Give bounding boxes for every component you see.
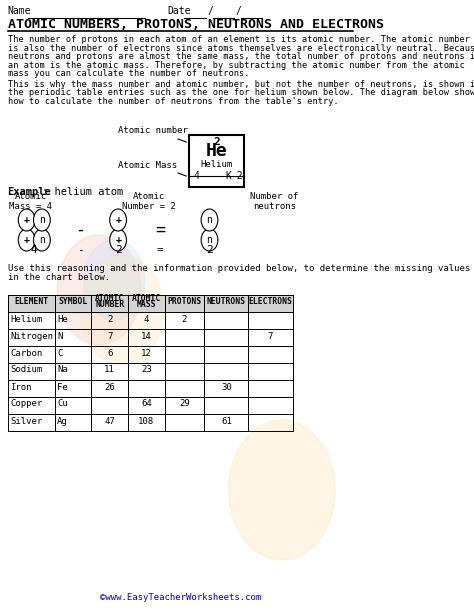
Text: 23: 23	[141, 365, 152, 375]
FancyBboxPatch shape	[8, 295, 292, 312]
Text: 6: 6	[107, 349, 112, 357]
Text: 7: 7	[107, 332, 112, 340]
Text: ELEMENT: ELEMENT	[14, 297, 48, 306]
Text: K-2: K-2	[226, 171, 244, 181]
Text: +: +	[24, 215, 29, 225]
Text: N: N	[57, 332, 63, 340]
Text: 29: 29	[179, 400, 190, 408]
Text: /: /	[236, 6, 241, 16]
Text: n: n	[207, 235, 212, 245]
Text: Silver: Silver	[10, 416, 42, 425]
Text: +: +	[24, 235, 29, 245]
Text: 11: 11	[104, 365, 115, 375]
Text: This is why the mass number and atomic number, but not the number of neutrons, i: This is why the mass number and atomic n…	[8, 80, 474, 88]
Text: how to calculate the number of neutrons from the table's entry.: how to calculate the number of neutrons …	[8, 96, 338, 105]
Text: : helium atom: : helium atom	[42, 187, 123, 197]
Text: Example: Example	[8, 187, 51, 197]
Text: 12: 12	[141, 349, 152, 357]
Text: Atomic
Number = 2: Atomic Number = 2	[122, 192, 175, 211]
Text: =: =	[156, 245, 164, 255]
Text: the periodic table entries such as the one for helium shown below. The diagram b: the periodic table entries such as the o…	[8, 88, 474, 97]
Text: 14: 14	[141, 332, 152, 340]
Text: ATOMIC NUMBERS, PROTONS, NEUTRONS AND ELECTRONS: ATOMIC NUMBERS, PROTONS, NEUTRONS AND EL…	[8, 18, 383, 31]
Circle shape	[201, 209, 218, 231]
Text: Ag: Ag	[57, 416, 68, 425]
Circle shape	[109, 209, 127, 231]
Text: 2: 2	[206, 245, 213, 255]
Circle shape	[18, 209, 35, 231]
Circle shape	[84, 240, 145, 320]
Text: 4: 4	[144, 314, 149, 324]
Text: NUMBER: NUMBER	[95, 300, 124, 309]
Text: Helium: Helium	[200, 160, 232, 169]
Text: Number of
neutrons: Number of neutrons	[250, 192, 299, 211]
Text: The number of protons in each atom of an element is its atomic number. The atomi: The number of protons in each atom of an…	[8, 35, 470, 44]
Text: -: -	[75, 221, 85, 239]
Text: Atomic Mass: Atomic Mass	[118, 161, 177, 170]
Circle shape	[18, 229, 35, 251]
Circle shape	[201, 229, 218, 251]
Text: NEUTRONS: NEUTRONS	[207, 297, 246, 306]
Text: n: n	[207, 215, 212, 225]
Text: Na: Na	[57, 365, 68, 375]
Text: +: +	[115, 235, 121, 245]
Text: SYMBOL: SYMBOL	[58, 297, 88, 306]
Text: He: He	[57, 314, 68, 324]
Text: Name: Name	[8, 6, 31, 16]
Text: 4: 4	[193, 171, 200, 181]
Circle shape	[57, 235, 141, 345]
Text: 47: 47	[104, 416, 115, 425]
Text: 2: 2	[115, 245, 121, 255]
Text: neutrons and protons are almost the same mass, the total number of protons and n: neutrons and protons are almost the same…	[8, 52, 474, 61]
Text: 4: 4	[31, 245, 37, 255]
Text: Copper: Copper	[10, 400, 42, 408]
Text: mass you can calculate the number of neutrons.: mass you can calculate the number of neu…	[8, 69, 249, 78]
Text: 30: 30	[221, 383, 232, 392]
Text: Cu: Cu	[57, 400, 68, 408]
Text: Sodium: Sodium	[10, 365, 42, 375]
Text: Iron: Iron	[10, 383, 31, 392]
Text: an atom is the atomic mass. Therefore, by subtracting the atomic number from the: an atom is the atomic mass. Therefore, b…	[8, 61, 465, 69]
Text: n: n	[39, 215, 45, 225]
Circle shape	[109, 229, 127, 251]
Text: +: +	[115, 215, 121, 225]
Text: ELECTRONS: ELECTRONS	[248, 297, 292, 306]
Text: 7: 7	[268, 332, 273, 340]
Text: Carbon: Carbon	[10, 349, 42, 357]
Text: Date: Date	[168, 6, 191, 16]
Text: Nitrogen: Nitrogen	[10, 332, 53, 340]
Text: Atomic
Mass = 4: Atomic Mass = 4	[9, 192, 52, 211]
Text: ATOMIC: ATOMIC	[132, 294, 161, 303]
Text: /: /	[207, 6, 213, 16]
Text: C: C	[57, 349, 63, 357]
FancyBboxPatch shape	[189, 135, 244, 187]
Text: is also the number of electrons since atoms themselves are electronically neutra: is also the number of electrons since at…	[8, 44, 474, 53]
Text: 2: 2	[107, 314, 112, 324]
Text: 64: 64	[141, 400, 152, 408]
Text: Atomic number: Atomic number	[118, 126, 188, 135]
Text: Use this reasoning and the information provided below, to determine the missing : Use this reasoning and the information p…	[8, 264, 470, 273]
Text: in the chart below.: in the chart below.	[8, 273, 110, 282]
Text: 2: 2	[182, 314, 187, 324]
Circle shape	[228, 420, 335, 560]
Text: MASS: MASS	[137, 300, 156, 309]
Text: 2: 2	[213, 137, 220, 147]
Text: 61: 61	[221, 416, 232, 425]
Text: =: =	[155, 221, 165, 239]
Circle shape	[34, 229, 50, 251]
Text: n: n	[39, 235, 45, 245]
Text: 108: 108	[138, 416, 155, 425]
Text: He: He	[206, 142, 227, 160]
Circle shape	[34, 209, 50, 231]
Circle shape	[80, 255, 164, 365]
Text: Helium: Helium	[10, 314, 42, 324]
Text: Fe: Fe	[57, 383, 68, 392]
Text: -: -	[77, 245, 83, 255]
Text: ATOMIC: ATOMIC	[95, 294, 124, 303]
Text: ©www.EasyTeacherWorksheets.com: ©www.EasyTeacherWorksheets.com	[100, 593, 261, 602]
Text: PROTONS: PROTONS	[167, 297, 201, 306]
Text: 26: 26	[104, 383, 115, 392]
